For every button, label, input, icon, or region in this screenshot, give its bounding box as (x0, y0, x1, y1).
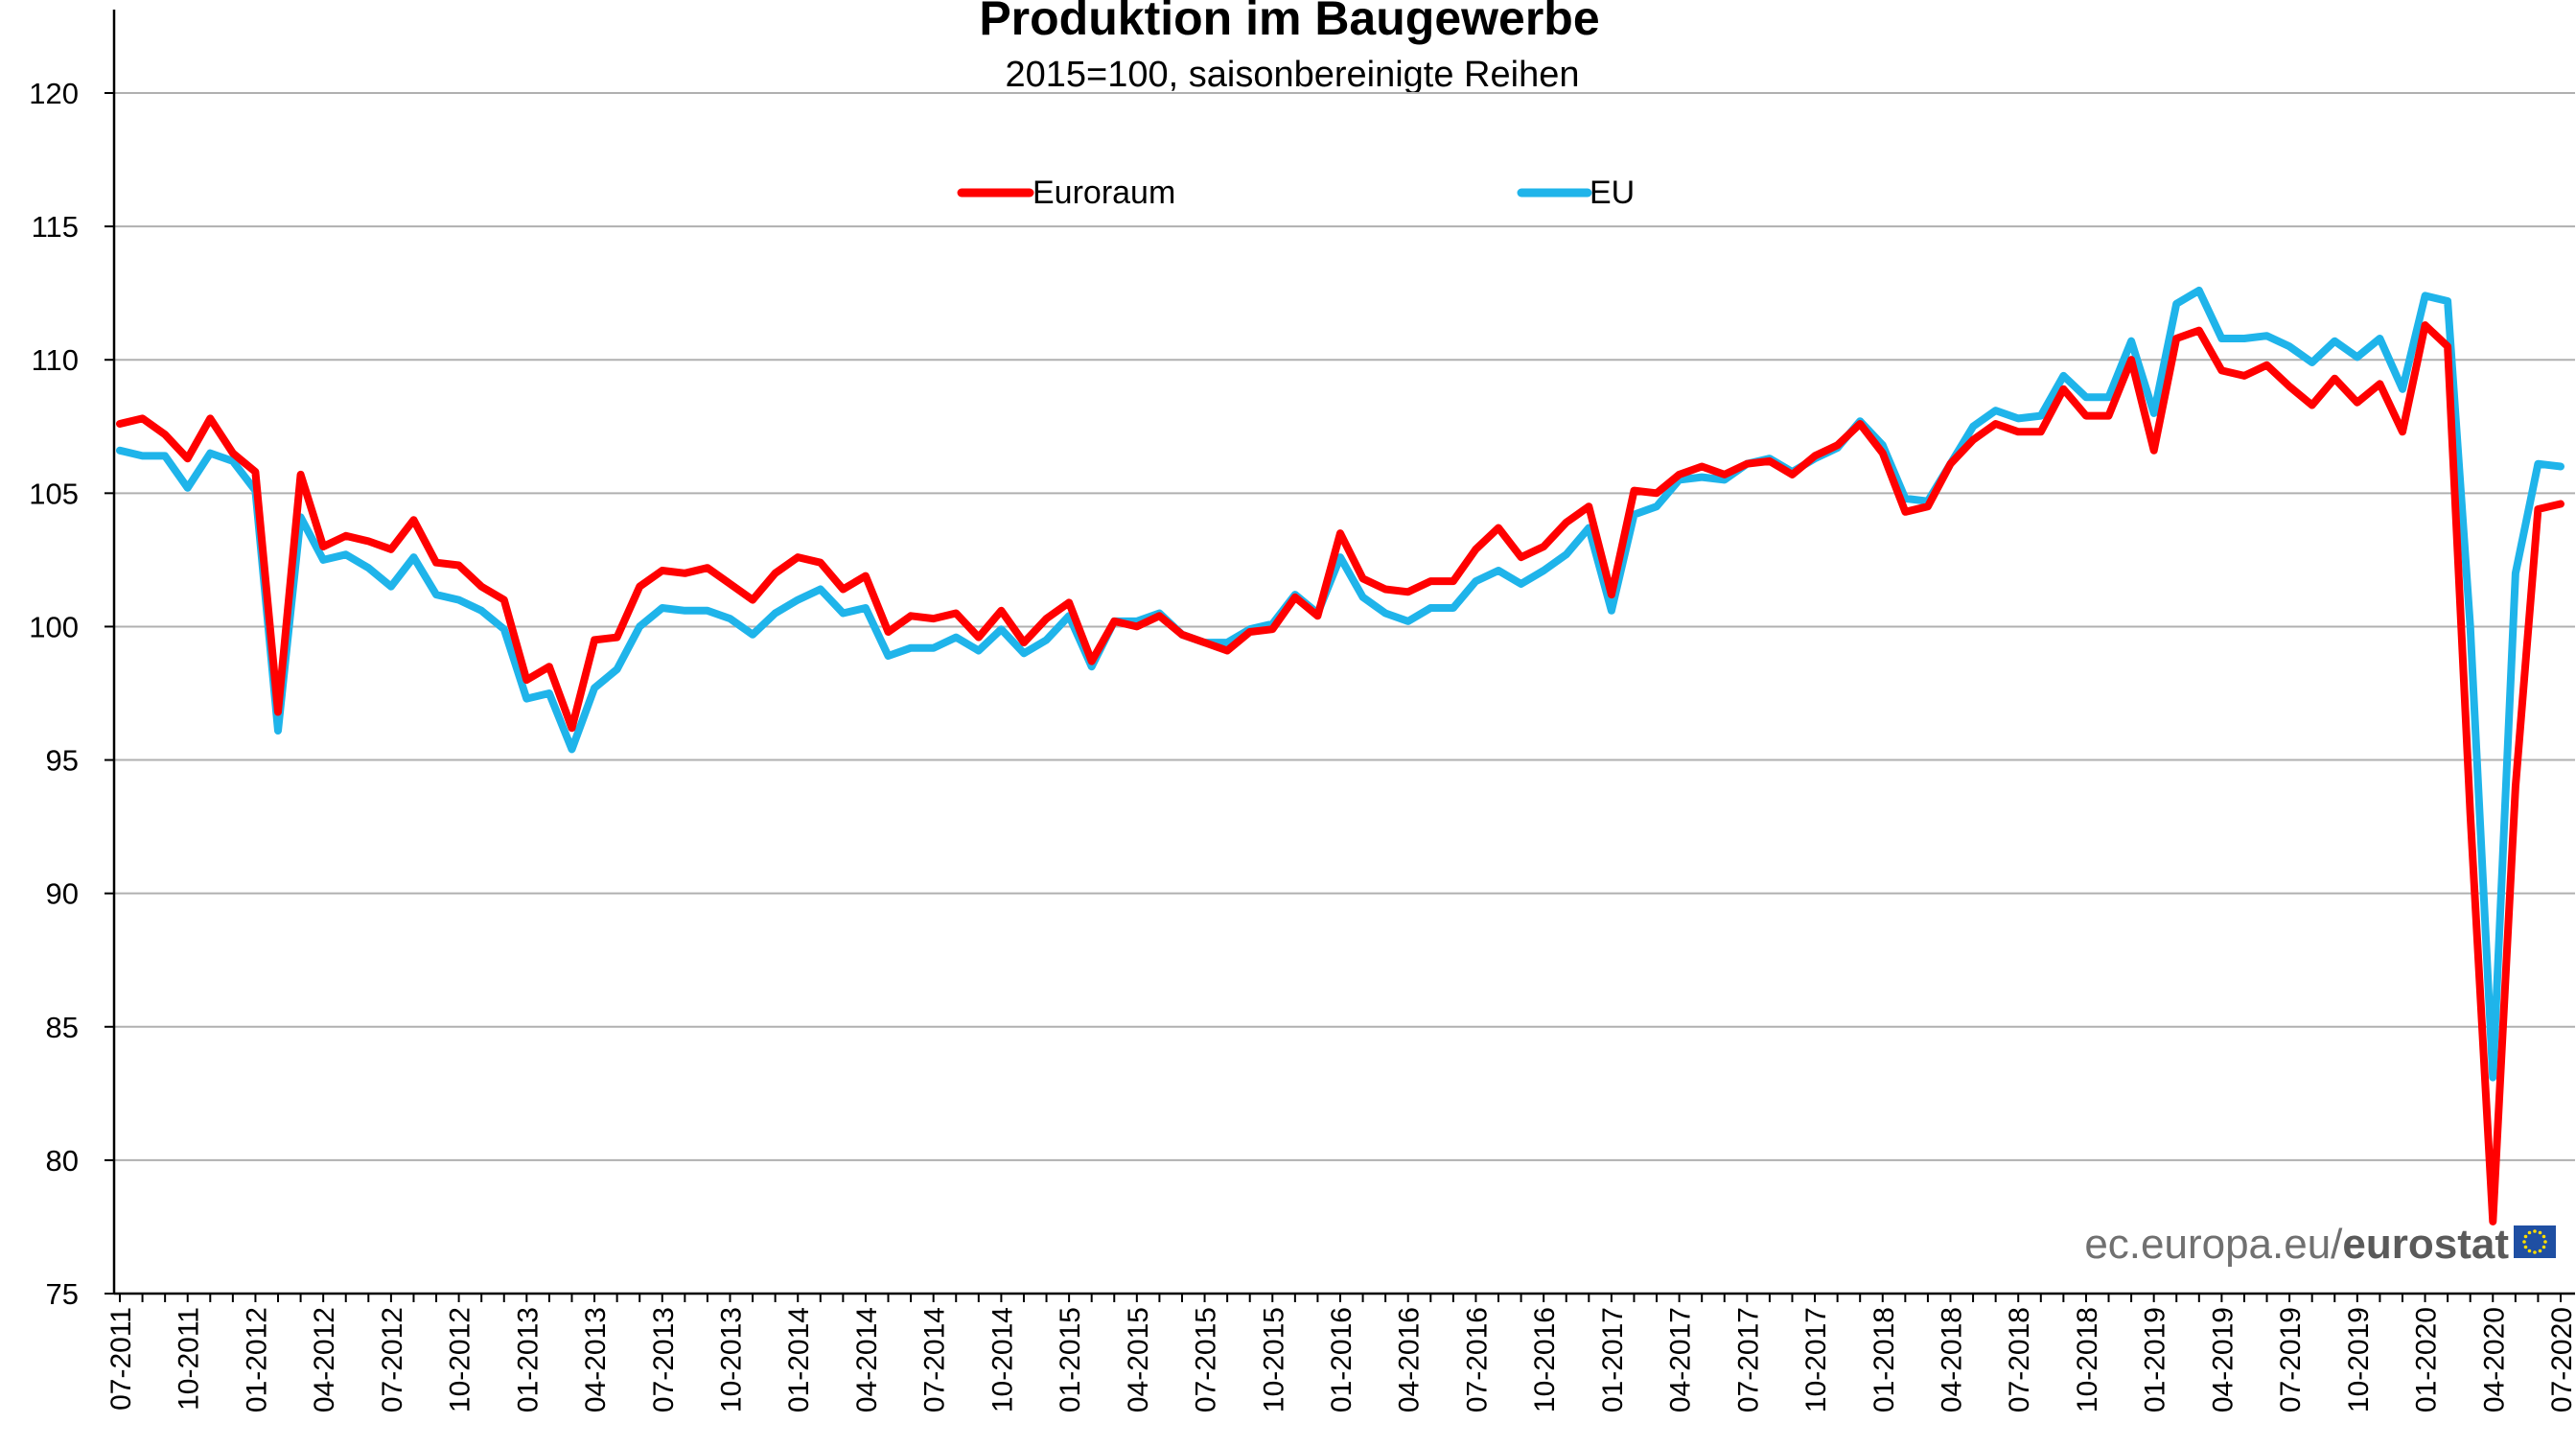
y-tick-label-95: 95 (46, 744, 79, 778)
x-tick-label-07-2012: 07-2012 (377, 1307, 408, 1412)
x-tick-label-01-2015: 01-2015 (1055, 1307, 1086, 1412)
source-brand: eurostat (2342, 1221, 2509, 1268)
chart-subtitle: 2015=100, saisonbereinigte Reihen (1006, 55, 1580, 95)
eu-flag-star (2523, 1245, 2528, 1249)
y-axis: 75 80 85 90 95 100 105 110 115 120 (29, 10, 116, 1311)
series-lines (116, 286, 2564, 1225)
y-tick-label-100: 100 (29, 610, 79, 643)
x-tick-label-04-2018: 04-2018 (1937, 1307, 1968, 1412)
x-tick-label-04-2016: 04-2016 (1394, 1307, 1426, 1412)
x-tick-label-01-2016: 01-2016 (1326, 1307, 1358, 1412)
x-tick-label-07-2018: 07-2018 (2004, 1307, 2035, 1412)
x-tick-label-04-2019: 04-2019 (2207, 1307, 2239, 1412)
source-attribution: ec.europa.eu/eurostat (2084, 1221, 2556, 1268)
x-tick-label-07-2017: 07-2017 (1732, 1307, 1764, 1412)
x-tick-label-01-2012: 01-2012 (241, 1307, 272, 1412)
eu-flag-star (2523, 1234, 2528, 1239)
eu-flag-star (2541, 1245, 2546, 1249)
x-tick-label-10-2013: 10-2013 (716, 1307, 748, 1412)
x-tick-label-01-2017: 01-2017 (1597, 1307, 1629, 1412)
x-tick-label-04-2012: 04-2012 (309, 1307, 340, 1412)
y-tick-label-110: 110 (32, 343, 79, 377)
x-tick-label-01-2014: 01-2014 (783, 1307, 815, 1412)
eu-flag-star (2538, 1249, 2542, 1253)
series-line-euroraum (116, 321, 2564, 1225)
y-tick-label-105: 105 (29, 477, 79, 510)
x-tick-label-10-2012: 10-2012 (445, 1307, 476, 1412)
x-tick-label-01-2020: 01-2020 (2411, 1307, 2443, 1412)
eu-flag-stars-icon (2522, 1229, 2547, 1254)
x-tick-label-04-2015: 04-2015 (1123, 1307, 1154, 1412)
eu-flag-star (2533, 1250, 2537, 1254)
x-tick-label-01-2019: 01-2019 (2140, 1307, 2171, 1412)
y-tick-label-75: 75 (46, 1277, 79, 1311)
x-tick-label-07-2016: 07-2016 (1461, 1307, 1493, 1412)
x-tick-label-10-2015: 10-2015 (1258, 1307, 1289, 1412)
x-tick-label-01-2013: 01-2013 (512, 1307, 544, 1412)
x-tick-label-10-2014: 10-2014 (986, 1307, 1018, 1412)
eu-flag-star (2541, 1234, 2546, 1239)
legend-label-eu: EU (1590, 175, 1635, 211)
x-tick-label-07-2011: 07-2011 (105, 1307, 137, 1411)
x-tick-label-04-2013: 04-2013 (580, 1307, 612, 1412)
x-tick-label-07-2019: 07-2019 (2275, 1307, 2307, 1412)
eu-flag-star (2522, 1240, 2526, 1244)
x-tick-label-10-2017: 10-2017 (1800, 1307, 1832, 1412)
legend: Euroraum EU (957, 175, 1635, 211)
x-tick-label-07-2013: 07-2013 (648, 1307, 680, 1412)
x-tick-label-01-2018: 01-2018 (1868, 1307, 1900, 1412)
y-tick-label-90: 90 (46, 877, 79, 911)
eu-flag-star (2543, 1240, 2547, 1244)
eu-flag-star (2533, 1229, 2537, 1233)
x-tick-label-04-2014: 04-2014 (851, 1307, 883, 1412)
y-tick-label-80: 80 (46, 1144, 79, 1178)
eu-flag-star (2527, 1230, 2532, 1235)
eu-flag-star (2538, 1230, 2542, 1235)
eu-flag-star (2527, 1249, 2532, 1253)
x-tick-label-04-2017: 04-2017 (1665, 1307, 1697, 1412)
source-domain: ec.europa.eu/ (2084, 1221, 2343, 1268)
chart-title: Produktion im Baugewerbe (979, 0, 1599, 45)
source-text: ec.europa.eu/eurostat (2084, 1221, 2509, 1268)
x-tick-label-04-2020: 04-2020 (2478, 1307, 2510, 1412)
x-tick-label-10-2016: 10-2016 (1529, 1307, 1561, 1412)
x-tick-label-10-2011: 10-2011 (174, 1307, 205, 1411)
x-tick-label-07-2015: 07-2015 (1191, 1307, 1222, 1412)
y-tick-label-120: 120 (29, 77, 79, 110)
y-tick-label-115: 115 (32, 210, 79, 244)
series-line-eu (116, 286, 2564, 1082)
x-axis: 07-2011 10-2011 01-2012 04-2012 07-2012 10-20… (105, 1292, 2576, 1412)
y-tick-label-85: 85 (46, 1011, 79, 1044)
x-tick-label-07-2014: 07-2014 (919, 1307, 951, 1412)
x-tick-label-10-2019: 10-2019 (2343, 1307, 2375, 1412)
legend-label-euroraum: Euroraum (1033, 175, 1175, 211)
x-tick-label-10-2018: 10-2018 (2072, 1307, 2103, 1412)
x-tick-label-07-2020: 07-2020 (2546, 1307, 2576, 1412)
